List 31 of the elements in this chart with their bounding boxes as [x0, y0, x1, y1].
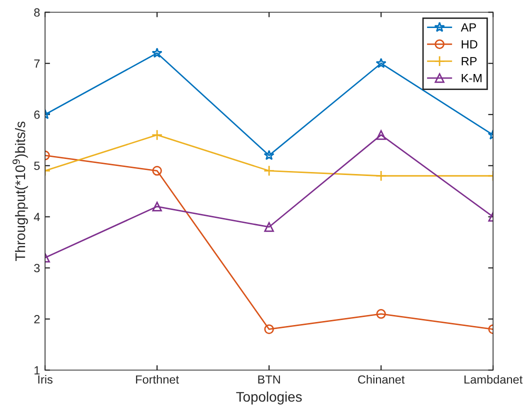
x-tick-label: BTN	[258, 375, 280, 384]
legend-label: RP	[462, 57, 477, 66]
point	[264, 150, 274, 160]
x-tick-label: Lambdanet	[464, 375, 523, 384]
point	[376, 58, 386, 68]
legend-label: HD	[462, 40, 478, 48]
x-tick-label: Iris	[38, 375, 53, 384]
x-tick-label: Forthnet	[136, 375, 179, 384]
x-tick-label: Chinanet	[358, 375, 405, 384]
point	[152, 129, 163, 141]
point	[152, 202, 162, 212]
point	[152, 166, 162, 176]
point	[264, 324, 274, 334]
legend-label: AP	[460, 23, 476, 32]
y-axis-title: Throughput(*10$^{9}$)bits/s	[12, 122, 28, 262]
legend-label: K-M	[462, 74, 482, 82]
y-tick-label: 6	[34, 110, 40, 119]
y-tick-label: 7	[34, 60, 40, 68]
y-tick-label: 4	[34, 212, 40, 222]
x-axis-title: Topologies	[236, 392, 302, 405]
point	[376, 130, 386, 140]
point	[376, 309, 386, 319]
point	[152, 48, 162, 58]
point	[264, 222, 274, 232]
y-tick-label: 2	[34, 315, 40, 324]
point	[376, 170, 387, 182]
y-tick-label: 3	[34, 264, 40, 272]
point	[264, 165, 275, 176]
y-tick-label: 1	[34, 366, 40, 374]
y-tick-label: 5	[34, 162, 40, 170]
y-tick-label: 8	[34, 8, 40, 17]
